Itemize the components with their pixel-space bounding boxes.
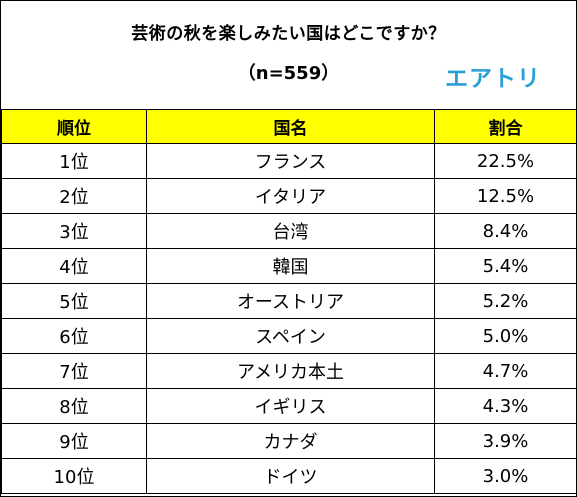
survey-title: 芸術の秋を楽しみたい国はどこですか？ [131, 24, 446, 44]
brand-logo: エアトリ [445, 66, 541, 92]
share-cell: 5.0% [434, 318, 577, 354]
country-cell: イギリス [146, 388, 435, 424]
rank-cell: 10位 [1, 458, 147, 494]
rank-cell: 7位 [1, 353, 147, 389]
table-row: 9位 カナダ 3.9% [1, 423, 577, 459]
share-cell: 5.4% [434, 248, 577, 284]
country-cell: アメリカ本土 [146, 353, 435, 389]
rank-cell: 3位 [1, 213, 147, 249]
country-cell: 台湾 [146, 213, 435, 249]
rank-cell: 9位 [1, 423, 147, 459]
header-rank: 順位 [1, 109, 147, 144]
ranking-table: 順位 国名 割合 1位 フランス 22.5% 2位 イタリア 12.5% 3位 … [1, 109, 577, 494]
country-cell: ドイツ [146, 458, 435, 494]
rank-cell: 5位 [1, 283, 147, 319]
header-share: 割合 [434, 109, 577, 144]
share-cell: 3.9% [434, 423, 577, 459]
table-row: 7位 アメリカ本土 4.7% [1, 353, 577, 389]
table-row: 2位 イタリア 12.5% [1, 178, 577, 214]
share-cell: 12.5% [434, 178, 577, 214]
share-cell: 5.2% [434, 283, 577, 319]
header-country: 国名 [146, 109, 435, 144]
share-cell: 3.0% [434, 458, 577, 494]
share-cell: 22.5% [434, 143, 577, 179]
country-cell: オーストリア [146, 283, 435, 319]
rank-cell: 8位 [1, 388, 147, 424]
table-row: 10位 ドイツ 3.0% [1, 458, 577, 494]
table-row: 5位 オーストリア 5.2% [1, 283, 577, 319]
table-row: 4位 韓国 5.4% [1, 248, 577, 284]
share-cell: 4.7% [434, 353, 577, 389]
table-header-row: 順位 国名 割合 [1, 109, 577, 144]
rank-cell: 4位 [1, 248, 147, 284]
country-cell: イタリア [146, 178, 435, 214]
country-cell: 韓国 [146, 248, 435, 284]
country-cell: フランス [146, 143, 435, 179]
table-row: 8位 イギリス 4.3% [1, 388, 577, 424]
rank-cell: 1位 [1, 143, 147, 179]
title-area: 芸術の秋を楽しみたい国はどこですか？ （n=559） エアトリ [1, 1, 576, 109]
sample-size: （n=559） [237, 63, 340, 84]
country-cell: カナダ [146, 423, 435, 459]
table-row: 6位 スペイン 5.0% [1, 318, 577, 354]
rank-cell: 2位 [1, 178, 147, 214]
share-cell: 4.3% [434, 388, 577, 424]
country-cell: スペイン [146, 318, 435, 354]
rank-cell: 6位 [1, 318, 147, 354]
table-row: 1位 フランス 22.5% [1, 143, 577, 179]
table-row: 3位 台湾 8.4% [1, 213, 577, 249]
share-cell: 8.4% [434, 213, 577, 249]
